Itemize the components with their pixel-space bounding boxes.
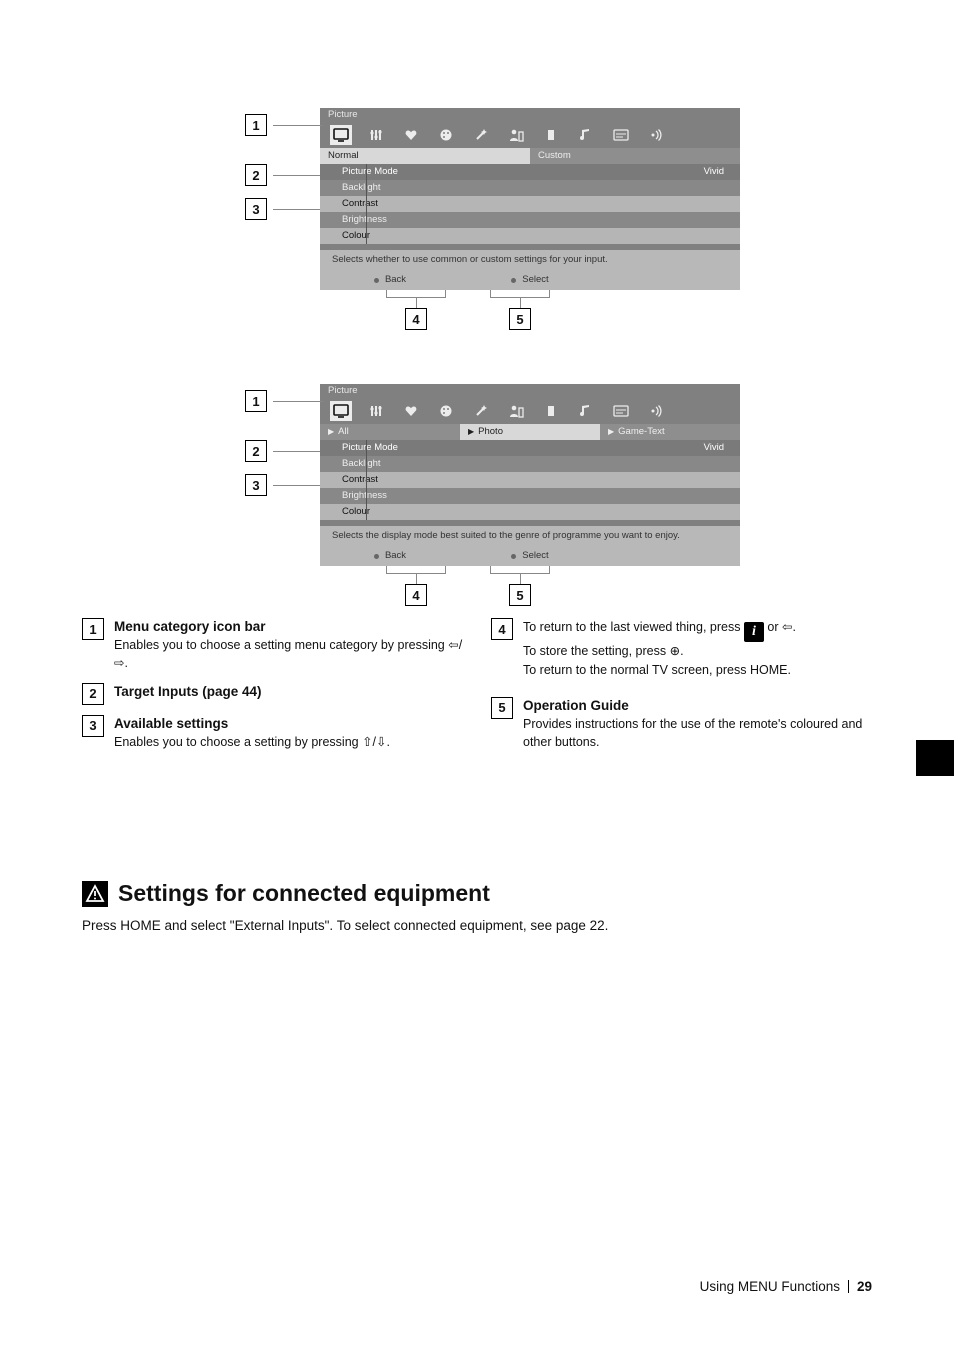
legend-5: 5 Operation Guide Provides instructions …	[491, 697, 872, 752]
row-backlight[interactable]: Backlight	[320, 180, 740, 196]
menu-diagram-2: 1 2 3 Picture ▶All ▶Photo ▶Game-Text Pic…	[320, 384, 740, 606]
row-contrast[interactable]: Contrast	[320, 196, 740, 212]
legend-columns: 1 Menu category icon bar Enables you to …	[82, 618, 872, 762]
callout-5: 5	[509, 584, 531, 606]
thumb-tab	[916, 740, 954, 776]
callout-2: 2	[245, 164, 267, 186]
broadcast-icon[interactable]	[645, 401, 667, 421]
menu-panel-1: Picture Normal Custom Picture ModeVivid …	[320, 108, 740, 290]
op-back: Back	[320, 550, 460, 563]
tab-photo[interactable]: ▶Photo	[460, 424, 600, 440]
callout-3: 3	[245, 474, 267, 496]
subtitle-icon[interactable]	[610, 125, 632, 145]
row-brightness[interactable]: Brightness	[320, 212, 740, 228]
tab-normal[interactable]: Normal	[320, 148, 530, 164]
help-bar: Selects whether to use common or custom …	[320, 250, 740, 270]
film-icon[interactable]	[540, 125, 562, 145]
row-backlight[interactable]: Backlight	[320, 456, 740, 472]
heart-icon[interactable]	[400, 401, 422, 421]
scene-tabs[interactable]: ▶All ▶Photo ▶Game-Text	[320, 424, 740, 440]
tab-game-text[interactable]: ▶Game-Text	[600, 424, 740, 440]
callout-4: 4	[405, 308, 427, 330]
op-select: Select	[460, 274, 600, 287]
callout-4: 4	[405, 584, 427, 606]
row-colour[interactable]: Colour	[320, 228, 740, 244]
wand-icon[interactable]	[470, 125, 492, 145]
note-section: Settings for connected equipment Press H…	[82, 878, 872, 935]
settings-list[interactable]: Picture ModeVivid Backlight Contrast Bri…	[320, 164, 740, 244]
row-brightness[interactable]: Brightness	[320, 488, 740, 504]
op-select: Select	[460, 550, 600, 563]
equalizer-icon[interactable]	[365, 401, 387, 421]
page-footer: Using MENU Functions29	[700, 1278, 872, 1296]
person-icon[interactable]	[505, 125, 527, 145]
panel-title: Picture	[320, 108, 740, 122]
row-contrast[interactable]: Contrast	[320, 472, 740, 488]
callout-2: 2	[245, 440, 267, 462]
legend-3: 3 Available settings Enables you to choo…	[82, 715, 463, 751]
display-icon[interactable]	[330, 401, 352, 421]
callout-5: 5	[509, 308, 531, 330]
info-icon: i	[744, 622, 764, 642]
callout-3: 3	[245, 198, 267, 220]
menu-diagram-1: 1 2 3 Picture Normal Custom Picture Mode…	[320, 108, 740, 330]
row-colour[interactable]: Colour	[320, 504, 740, 520]
menu-panel-2: Picture ▶All ▶Photo ▶Game-Text Picture M…	[320, 384, 740, 566]
music-note-icon[interactable]	[575, 401, 597, 421]
film-icon[interactable]	[540, 401, 562, 421]
display-icon[interactable]	[330, 125, 352, 145]
tab-all[interactable]: ▶All	[320, 424, 460, 440]
legend-1: 1 Menu category icon bar Enables you to …	[82, 618, 463, 673]
row-picture-mode[interactable]: Picture ModeVivid	[320, 440, 740, 456]
callout-1: 1	[245, 114, 267, 136]
row-picture-mode[interactable]: Picture ModeVivid	[320, 164, 740, 180]
operation-guide: Back Select	[320, 546, 740, 566]
tab-custom[interactable]: Custom	[530, 148, 740, 164]
settings-list[interactable]: Picture ModeVivid Backlight Contrast Bri…	[320, 440, 740, 520]
warning-icon	[82, 881, 108, 907]
operation-guide: Back Select	[320, 270, 740, 290]
broadcast-icon[interactable]	[645, 125, 667, 145]
subtitle-icon[interactable]	[610, 401, 632, 421]
note-body: Press HOME and select "External Inputs".…	[82, 917, 872, 935]
icon-bar[interactable]	[320, 122, 740, 148]
heart-icon[interactable]	[400, 125, 422, 145]
icon-bar[interactable]	[320, 398, 740, 424]
person-icon[interactable]	[505, 401, 527, 421]
target-inputs-tabs[interactable]: Normal Custom	[320, 148, 740, 164]
equalizer-icon[interactable]	[365, 125, 387, 145]
callout-1: 1	[245, 390, 267, 412]
panel-title: Picture	[320, 384, 740, 398]
palette-icon[interactable]	[435, 401, 457, 421]
op-back: Back	[320, 274, 460, 287]
help-bar: Selects the display mode best suited to …	[320, 526, 740, 546]
legend-2: 2 Target Inputs (page 44)	[82, 683, 463, 705]
wand-icon[interactable]	[470, 401, 492, 421]
note-heading: Settings for connected equipment	[118, 878, 490, 909]
legend-4: 4 To return to the last viewed thing, pr…	[491, 618, 872, 679]
palette-icon[interactable]	[435, 125, 457, 145]
music-note-icon[interactable]	[575, 125, 597, 145]
